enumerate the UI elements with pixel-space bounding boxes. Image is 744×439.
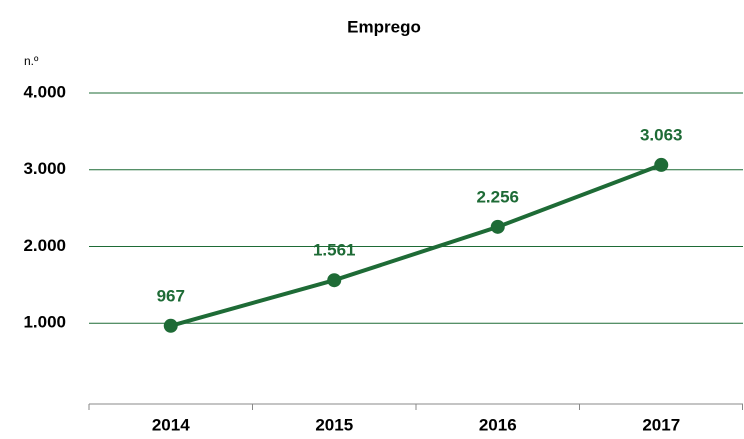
point — [654, 157, 669, 172]
x-tick-label: 2017 — [642, 415, 680, 434]
x-tick-label: 2015 — [315, 415, 353, 434]
value-label: 967 — [157, 286, 185, 305]
x-tick-label: 2014 — [152, 415, 190, 434]
value-label: 3.063 — [640, 125, 683, 144]
point — [490, 219, 505, 234]
y-tick-label: 3.000 — [23, 159, 66, 178]
y-axis-label: n.º — [24, 54, 39, 68]
x-tick-label: 2016 — [479, 415, 517, 434]
y-tick-label: 1.000 — [23, 313, 66, 332]
point — [327, 273, 342, 288]
line — [170, 163, 662, 328]
value-label: 1.561 — [313, 241, 356, 260]
chart-title: Emprego — [347, 17, 421, 36]
point — [163, 318, 178, 333]
y-tick-label: 2.000 — [23, 236, 66, 255]
y-tick-label: 4.000 — [23, 82, 66, 101]
value-label: 2.256 — [476, 187, 519, 206]
